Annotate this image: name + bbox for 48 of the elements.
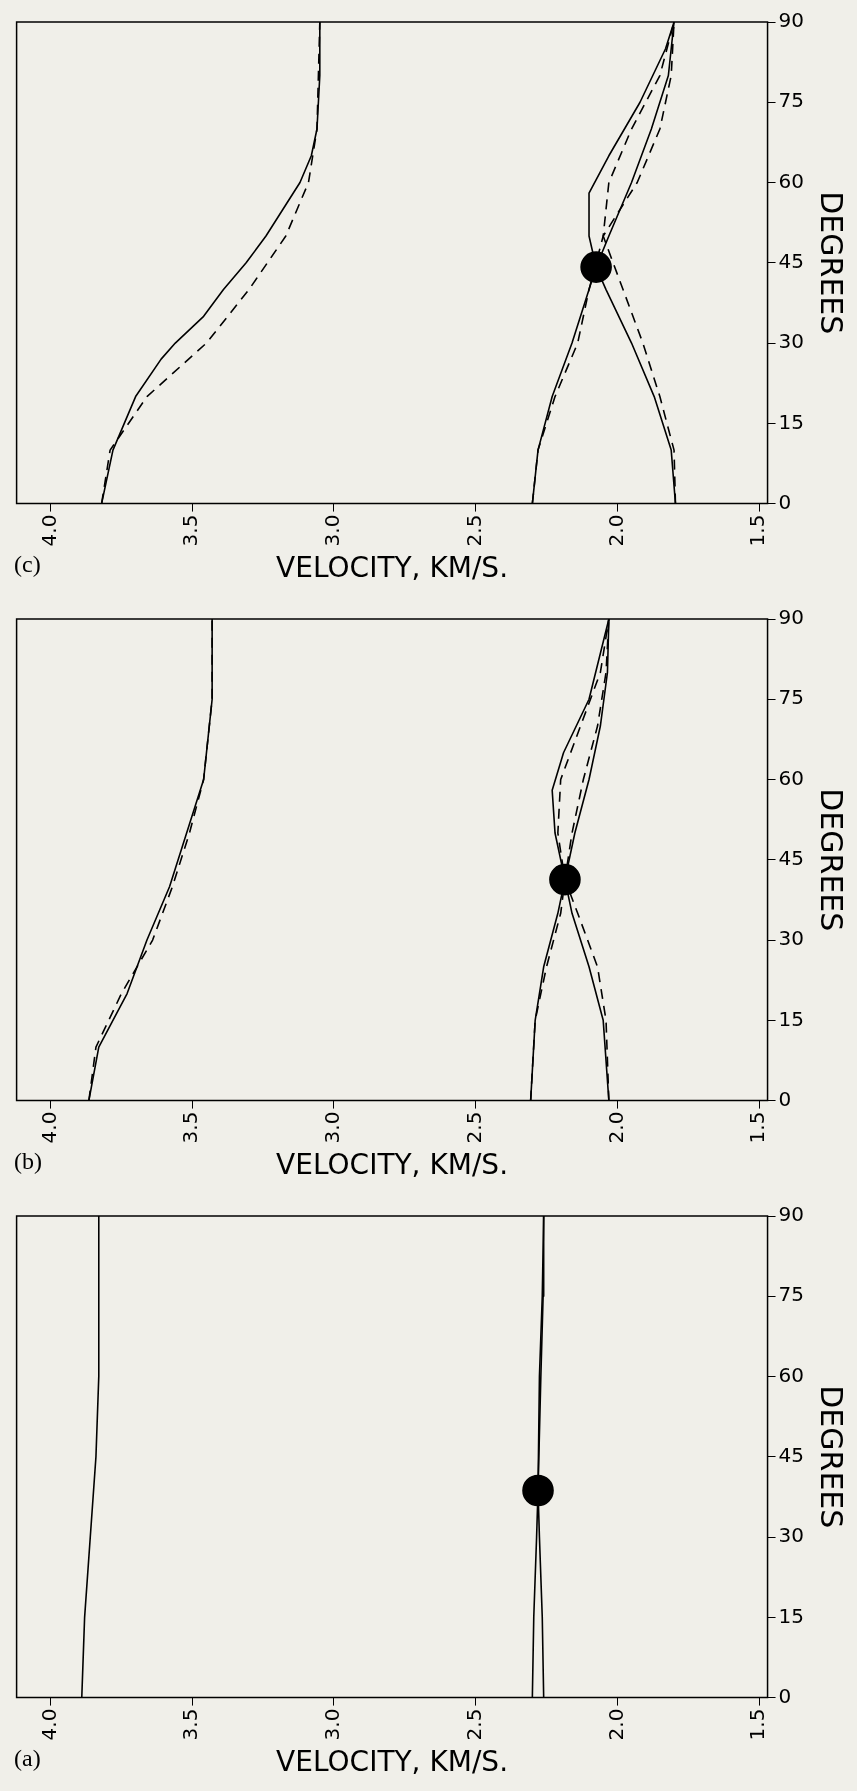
text: (a) (14, 1744, 41, 1771)
x-tick-label: 3.0 (320, 514, 345, 547)
x-tick-label: 1.5 (745, 514, 770, 547)
y-tick-label: 90 (778, 1202, 804, 1227)
x-tick-label: 3.5 (178, 1708, 203, 1741)
y-tick-label: 75 (778, 685, 804, 710)
x-tick-label: 4.0 (36, 514, 61, 547)
y-tick-label: 45 (778, 846, 804, 870)
text: (b) (14, 1147, 42, 1174)
x-tick-label: 2.5 (461, 1708, 486, 1741)
y-tick-label: 75 (778, 88, 804, 113)
x-tick-label: 2.5 (461, 514, 486, 547)
y-tick-label: 75 (778, 1282, 804, 1307)
y-tick-label: 90 (778, 605, 804, 630)
x-tick-label: 3.5 (178, 1111, 203, 1144)
x-tick-label: 3.0 (320, 1708, 345, 1741)
x-axis-title: VELOCITY, KM/S. (276, 1745, 509, 1779)
x-tick-label: 1.5 (745, 1708, 770, 1741)
x-axis-title: VELOCITY, KM/S. (276, 551, 509, 585)
y-tick-label: 90 (778, 8, 804, 33)
x-axis-title: VELOCITY, KM/S. (276, 1148, 509, 1182)
y-tick-label: 45 (778, 1443, 804, 1467)
x-tick-label: 1.5 (745, 1111, 770, 1144)
y-tick-label: 30 (778, 1523, 804, 1548)
y-tick-label: 15 (778, 1603, 804, 1628)
text: (c) (14, 550, 41, 577)
y-tick-label: 0 (778, 1683, 792, 1708)
y-tick-label: 15 (778, 409, 804, 434)
y-axis-title: DEGREES (814, 1385, 850, 1529)
x-tick-label: 4.0 (36, 1111, 61, 1144)
y-tick-label: 30 (778, 926, 804, 951)
y-axis-title: DEGREES (814, 191, 850, 335)
x-tick-label: 2.0 (603, 1708, 628, 1741)
x-tick-label: 4.0 (36, 1708, 61, 1741)
y-tick-label: 0 (778, 489, 792, 514)
y-tick-label: 60 (778, 168, 804, 193)
y-tick-label: 0 (778, 1086, 792, 1111)
y-tick-label: 15 (778, 1006, 804, 1031)
y-tick-label: 30 (778, 329, 804, 354)
y-tick-label: 45 (778, 249, 804, 273)
x-tick-label: 2.0 (603, 514, 628, 547)
y-tick-label: 60 (778, 765, 804, 790)
y-axis-title: DEGREES (814, 788, 850, 932)
x-tick-label: 3.5 (178, 514, 203, 547)
x-tick-label: 3.0 (320, 1111, 345, 1144)
y-tick-label: 60 (778, 1362, 804, 1387)
x-tick-label: 2.0 (603, 1111, 628, 1144)
x-tick-label: 2.5 (461, 1111, 486, 1144)
